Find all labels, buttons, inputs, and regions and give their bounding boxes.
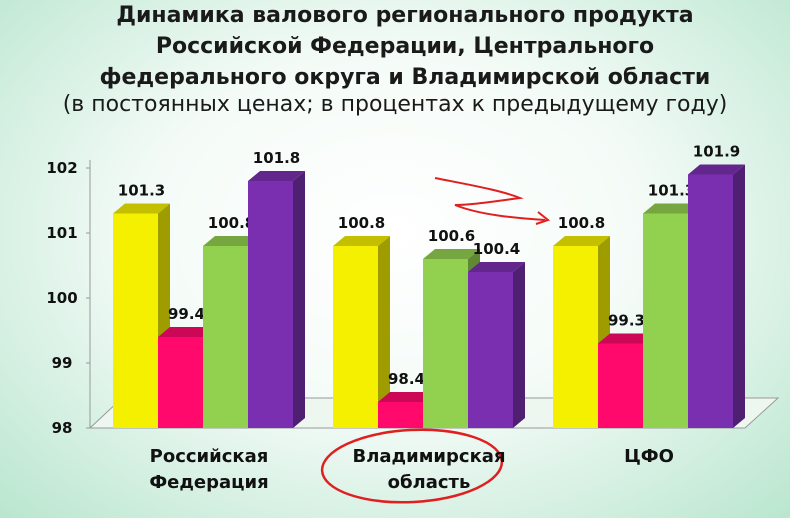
value-label: 100.8: [208, 214, 255, 232]
bar-top: [468, 262, 525, 272]
bar: [113, 213, 158, 428]
value-label: 99.3: [608, 312, 645, 330]
annotation-arrow: [434, 177, 546, 221]
value-label: 98.4: [388, 370, 425, 388]
bar-top: [378, 392, 435, 402]
bar-top: [248, 171, 305, 181]
x-tick-label: Владимирская область: [352, 446, 506, 493]
annotation-circle: [320, 428, 504, 504]
y-tick-label: 101: [46, 224, 77, 242]
bar: [598, 343, 643, 428]
bar: [333, 246, 378, 428]
y-tick-label: 102: [46, 159, 77, 177]
x-tick-label: Российская Федерация: [149, 446, 269, 493]
value-label: 101.9: [693, 143, 740, 161]
bar-top: [333, 236, 390, 246]
bar: [468, 272, 513, 428]
bar: [553, 246, 598, 428]
annotation-arrowhead: [535, 211, 551, 225]
bar-side: [513, 262, 525, 428]
bar-top: [688, 164, 745, 175]
bar: [378, 402, 423, 428]
value-label: 100.4: [473, 240, 520, 258]
bar: [248, 181, 293, 428]
bar-side: [378, 236, 390, 428]
value-label: 99.4: [168, 305, 205, 323]
bar-top: [158, 327, 215, 337]
chart-title: Динамика валового регионального продукта…: [99, 3, 711, 90]
x-tick-label: ЦФО: [624, 446, 674, 467]
bar: [203, 246, 248, 428]
bar-top: [553, 236, 610, 246]
y-tick-label: 98: [52, 419, 73, 437]
value-label: 100.6: [428, 227, 475, 245]
bar: [643, 213, 688, 428]
bar-top: [643, 203, 700, 214]
bar: [158, 337, 203, 428]
value-label: 101.3: [118, 182, 165, 200]
bar-top: [113, 203, 170, 214]
bar: [423, 259, 468, 428]
chart-subtitle: (в постоянных ценах; в процентах к преды…: [62, 92, 728, 117]
bar-side: [733, 164, 745, 428]
value-label: 100.8: [338, 214, 385, 232]
value-label: 101.8: [253, 149, 300, 167]
bar: [688, 174, 733, 428]
bar-top: [598, 333, 655, 344]
y-tick-label: 100: [46, 289, 77, 307]
bar-top: [423, 249, 480, 259]
bar-top: [203, 236, 260, 246]
bar-side: [293, 171, 305, 428]
value-label: 100.8: [558, 214, 605, 232]
value-label: 101.3: [648, 182, 695, 200]
y-tick-label: 99: [52, 354, 73, 372]
